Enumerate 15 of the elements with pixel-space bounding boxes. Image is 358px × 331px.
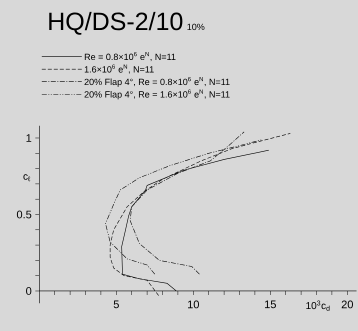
legend-label: 1.6×10$^{6}$ e$^{N}$, N=11 [84,64,154,74]
y-tick-label: 0 [26,287,32,295]
x-tick-label: 20 [342,300,353,308]
x-tick-label: 5 [114,300,119,308]
x-tick-label: 15 [265,300,276,308]
chart-title: HQ/DS-2/10 [49,12,182,35]
chart-subtitle: 10% [187,24,204,30]
x-tick-label: 10 [188,300,199,308]
y-tick-label: 0.5 [16,210,32,218]
y-axis-title: c$_{ℓ}$ [23,174,30,182]
y-tick-label: 1 [26,134,32,142]
legend-label: Re = 0.8×10$^{6}$ e$^{N}$, N=11 [84,52,176,62]
legend-label: 20% Flap 4°, Re = 1.6×10$^{6}$ e$^{N}$, N=11 [84,89,230,100]
legend-label: 20% Flap 4°, Re = 0.8×10$^{6}$ e$^{N}$, N=11 [84,76,230,87]
x-axis-title: 10$^{3}$c$_{d}$ [306,300,330,311]
